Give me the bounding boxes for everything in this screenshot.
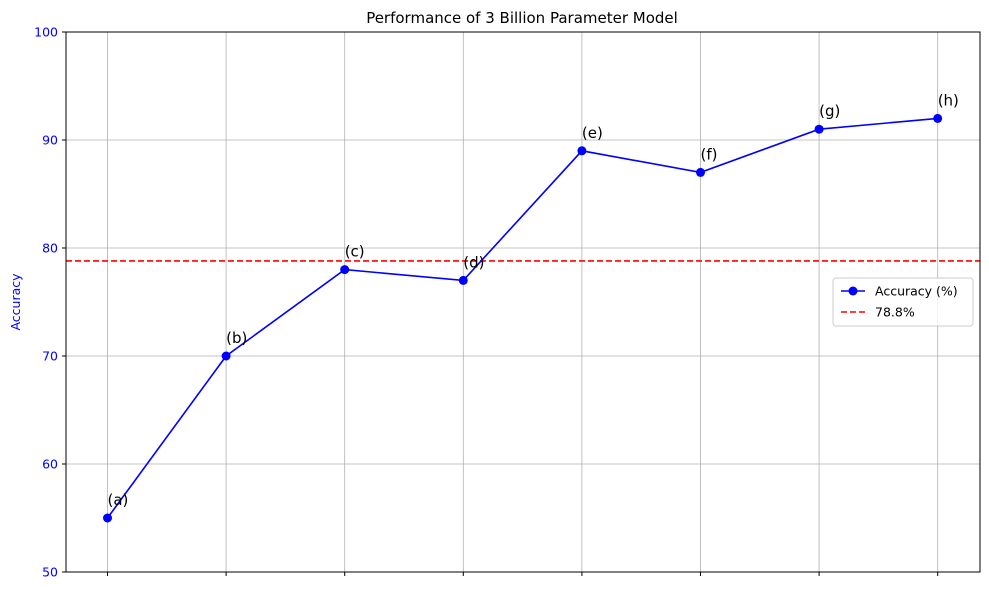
legend-reference-label: 78.8% [875, 305, 915, 320]
plot-frame [65, 31, 981, 573]
point-label: (h) [938, 91, 959, 109]
point-label: (a) [108, 491, 129, 509]
data-point [577, 146, 587, 156]
y-tick-label: 100 [34, 25, 58, 40]
data-point [458, 275, 468, 285]
data-point [103, 513, 112, 523]
data-point [814, 124, 824, 134]
y-tick-label: 80 [42, 241, 58, 256]
legend-series-marker [848, 286, 858, 296]
y-tick-label: 60 [42, 457, 58, 472]
axes: 50 60 70 80 90 100 Accuracy [8, 25, 981, 580]
y-axis-label: Accuracy [8, 273, 23, 331]
point-label: (c) [345, 243, 365, 261]
y-tick-label: 50 [42, 565, 58, 580]
point-label: (g) [819, 102, 840, 120]
point-label: (d) [463, 253, 484, 271]
legend: Accuracy (%) 78.8% [832, 277, 974, 327]
y-tick-label: 90 [42, 133, 58, 148]
point-label: (b) [226, 329, 247, 347]
y-tick-label: 70 [42, 349, 58, 364]
data-point [696, 167, 705, 177]
series-line [106, 117, 938, 519]
chart-title: Performance of 3 Billion Parameter Model [366, 9, 678, 27]
data-point [340, 265, 350, 275]
legend-series-label: Accuracy (%) [875, 284, 958, 299]
data-point [221, 351, 231, 361]
legend-box [832, 277, 974, 327]
series-group: (a) (b) (c) (d) (e) (f) (g) (h) [103, 91, 959, 523]
data-point [933, 113, 943, 123]
point-label: (f) [701, 145, 718, 163]
point-label: (e) [582, 124, 603, 142]
